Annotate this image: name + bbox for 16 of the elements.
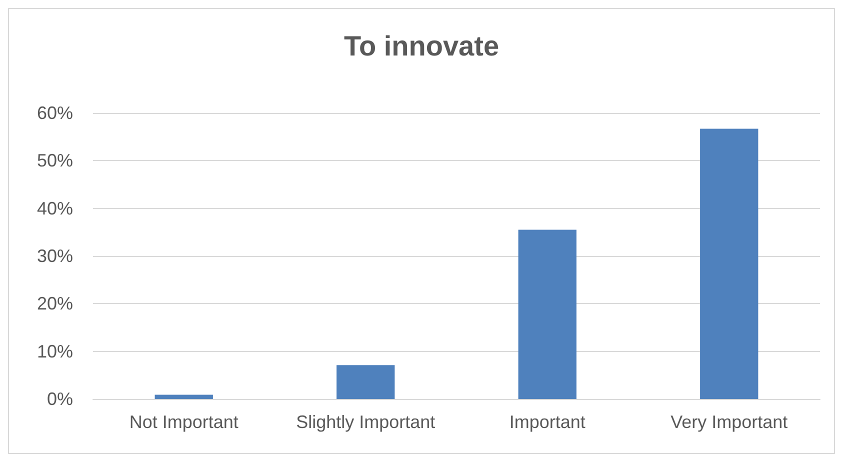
y-tick-label: 10% <box>36 341 73 362</box>
bar <box>700 128 758 399</box>
x-tick-label: Important <box>509 412 586 432</box>
bar <box>154 394 213 399</box>
bar <box>336 365 395 399</box>
y-tick-label: 0% <box>46 389 73 409</box>
chart-title: To innovate <box>344 30 500 62</box>
y-tick-label: 60% <box>36 103 73 123</box>
x-tick-label: Slightly Important <box>296 412 436 432</box>
x-tick-label: Very Important <box>670 412 788 432</box>
y-tick-label: 30% <box>36 246 73 266</box>
y-tick-label: 20% <box>36 294 73 314</box>
x-tick-label: Not Important <box>129 412 238 432</box>
y-tick-label: 40% <box>36 198 73 218</box>
bar <box>518 230 576 399</box>
y-tick-label: 50% <box>36 150 73 171</box>
